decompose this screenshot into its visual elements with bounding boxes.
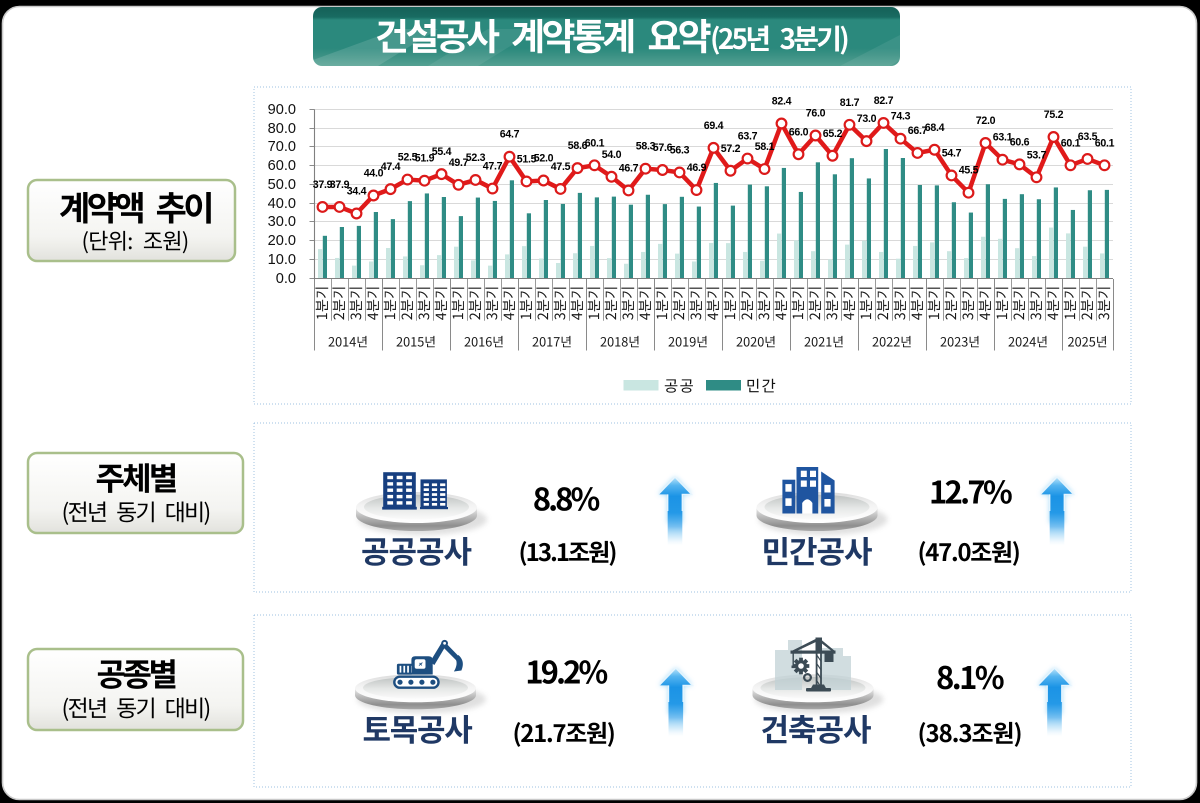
svg-text:82.4: 82.4 — [772, 96, 792, 108]
svg-text:47.5: 47.5 — [551, 161, 571, 173]
svg-text:76.0: 76.0 — [806, 108, 826, 120]
svg-text:60.1: 60.1 — [585, 137, 605, 149]
svg-text:74.3: 74.3 — [891, 111, 911, 123]
svg-text:51.5: 51.5 — [517, 153, 537, 165]
svg-text:60.6: 60.6 — [1010, 136, 1030, 148]
svg-text:60.0: 60.0 — [268, 158, 296, 174]
svg-text:30.0: 30.0 — [268, 214, 296, 230]
svg-text:20.0: 20.0 — [268, 233, 296, 249]
svg-text:49.7: 49.7 — [449, 157, 469, 169]
svg-text:68.4: 68.4 — [925, 122, 945, 134]
svg-text:56.3: 56.3 — [670, 144, 690, 156]
svg-text:70.0: 70.0 — [268, 139, 296, 155]
svg-text:64.7: 64.7 — [500, 129, 520, 141]
svg-text:75.2: 75.2 — [1044, 109, 1064, 121]
svg-text:65.2: 65.2 — [823, 128, 843, 140]
svg-text:10.0: 10.0 — [268, 252, 296, 268]
svg-text:40.0: 40.0 — [268, 196, 296, 212]
svg-text:66.7: 66.7 — [908, 125, 928, 137]
svg-text:73.0: 73.0 — [857, 113, 877, 125]
svg-text:57.2: 57.2 — [721, 143, 741, 155]
svg-text:52.5: 52.5 — [398, 152, 418, 164]
svg-text:37.9: 37.9 — [313, 179, 333, 191]
svg-text:72.0: 72.0 — [976, 115, 996, 127]
svg-text:80.0: 80.0 — [268, 121, 296, 137]
svg-text:58.3: 58.3 — [636, 141, 656, 153]
svg-text:60.1: 60.1 — [1061, 137, 1081, 149]
svg-text:46.7: 46.7 — [619, 162, 639, 174]
svg-text:45.5: 45.5 — [959, 165, 979, 177]
svg-text:63.7: 63.7 — [738, 131, 758, 143]
svg-text:52.3: 52.3 — [466, 152, 486, 164]
svg-text:55.4: 55.4 — [432, 146, 452, 158]
svg-text:60.1: 60.1 — [1095, 137, 1115, 149]
svg-text:0.0: 0.0 — [276, 271, 296, 287]
svg-text:54.7: 54.7 — [942, 147, 962, 159]
svg-text:51.9: 51.9 — [415, 153, 435, 165]
svg-text:34.4: 34.4 — [347, 186, 367, 198]
svg-text:63.1: 63.1 — [993, 132, 1013, 144]
svg-text:66.0: 66.0 — [789, 126, 809, 138]
svg-text:63.5: 63.5 — [1078, 131, 1098, 143]
svg-text:37.9: 37.9 — [330, 179, 350, 191]
svg-text:44.0: 44.0 — [364, 168, 384, 180]
svg-text:58.6: 58.6 — [568, 140, 588, 152]
svg-text:47.4: 47.4 — [381, 161, 401, 173]
svg-text:58.1: 58.1 — [755, 141, 775, 153]
svg-text:54.0: 54.0 — [602, 149, 622, 161]
svg-text:50.0: 50.0 — [268, 177, 296, 193]
svg-text:46.9: 46.9 — [687, 162, 707, 174]
svg-text:90.0: 90.0 — [268, 102, 296, 118]
svg-text:53.7: 53.7 — [1027, 149, 1047, 161]
svg-text:57.6: 57.6 — [653, 142, 673, 154]
svg-text:69.4: 69.4 — [704, 120, 724, 132]
svg-text:81.7: 81.7 — [840, 97, 860, 109]
svg-text:47.7: 47.7 — [483, 161, 503, 173]
svg-text:82.7: 82.7 — [874, 95, 894, 107]
svg-text:52.0: 52.0 — [534, 153, 554, 165]
